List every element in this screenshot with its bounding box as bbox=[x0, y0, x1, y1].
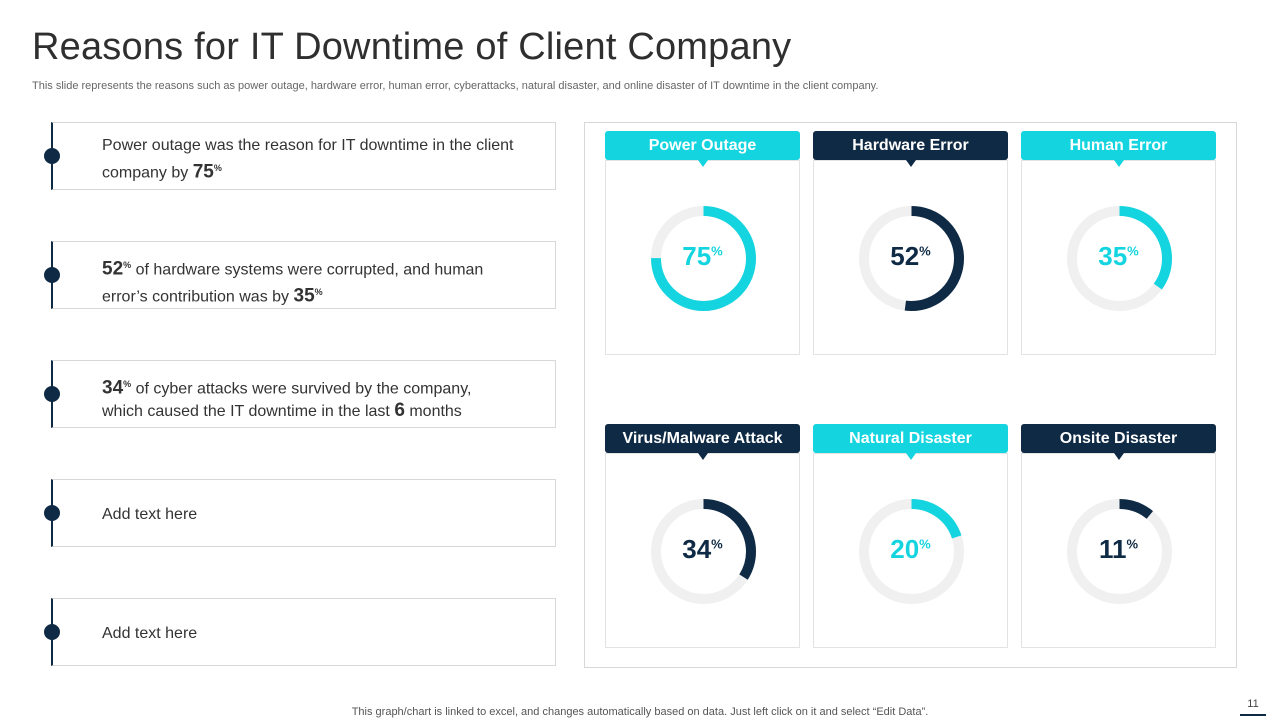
donut-title: Hardware Error bbox=[813, 131, 1008, 167]
text-item-1: Power outage was the reason for IT downt… bbox=[44, 122, 556, 190]
donut-arc bbox=[859, 206, 964, 311]
donut-chart bbox=[1067, 206, 1172, 311]
text-item-4: Add text here bbox=[44, 479, 556, 547]
chart-panel: Power Outage 75% Hardware Error 52% Huma… bbox=[584, 122, 1237, 668]
page-title: Reasons for IT Downtime of Client Compan… bbox=[32, 26, 792, 68]
highlight-number: 35 bbox=[293, 285, 315, 307]
bullet-dot bbox=[44, 148, 60, 164]
donut-title: Power Outage bbox=[605, 131, 800, 167]
page-number: 11 bbox=[1247, 698, 1259, 710]
donut-arc bbox=[1067, 206, 1172, 311]
donut-value-label: 52% bbox=[890, 241, 931, 271]
bullet-dot bbox=[44, 624, 60, 640]
text-item-content: 52% of hardware systems were corrupted, … bbox=[102, 258, 484, 307]
donut-chart bbox=[1067, 499, 1172, 604]
donut-chart bbox=[859, 499, 964, 604]
donut-chart bbox=[651, 499, 756, 604]
text-item-content: 34% of cyber attacks were survived by th… bbox=[102, 377, 472, 422]
highlight-number: 34 bbox=[102, 377, 124, 399]
bullet-dot bbox=[44, 267, 60, 283]
placeholder-text: Add text here bbox=[102, 506, 198, 523]
donut-title: Onsite Disaster bbox=[1021, 424, 1216, 460]
donut-title: Natural Disaster bbox=[813, 424, 1008, 460]
donut-value-label: 75% bbox=[682, 241, 723, 271]
donut-chart bbox=[859, 206, 964, 311]
bullet-dot bbox=[44, 505, 60, 521]
donut-arc bbox=[859, 499, 964, 604]
donut-value-label: 20% bbox=[890, 534, 931, 564]
donut-value-label: 35% bbox=[1098, 241, 1139, 271]
donut-value-label: 34% bbox=[682, 534, 723, 564]
donut-card-hardware-error: Hardware Error 52% bbox=[813, 131, 1008, 355]
placeholder-text: Add text here bbox=[102, 625, 198, 642]
donut-title: Virus/Malware Attack bbox=[605, 424, 800, 460]
donut-card-onsite-disaster: Onsite Disaster 11% bbox=[1021, 424, 1216, 648]
donut-card-natural-disaster: Natural Disaster 20% bbox=[813, 424, 1008, 648]
donut-card-virus-malware: Virus/Malware Attack 34% bbox=[605, 424, 800, 648]
text-item-content: Power outage was the reason for IT downt… bbox=[102, 137, 514, 183]
text-item-3: 34% of cyber attacks were survived by th… bbox=[44, 360, 556, 428]
donut-arc bbox=[651, 206, 756, 311]
highlight-number: 75 bbox=[192, 161, 214, 183]
text-item-2: 52% of hardware systems were corrupted, … bbox=[44, 241, 556, 309]
page-number-underline bbox=[1240, 714, 1266, 716]
donut-arc bbox=[651, 499, 756, 604]
text-item-5: Add text here bbox=[44, 598, 556, 666]
bullet-dot bbox=[44, 386, 60, 402]
highlight-number: 52 bbox=[102, 258, 124, 280]
donut-arc bbox=[1067, 499, 1172, 604]
page-subtitle: This slide represents the reasons such a… bbox=[32, 80, 879, 92]
footer-note: This graph/chart is linked to excel, and… bbox=[351, 706, 929, 718]
donut-chart bbox=[651, 206, 756, 311]
donut-title: Human Error bbox=[1021, 131, 1216, 167]
donut-value-label: 11% bbox=[1098, 534, 1139, 564]
donut-card-power-outage: Power Outage 75% bbox=[605, 131, 800, 355]
donut-card-human-error: Human Error 35% bbox=[1021, 131, 1216, 355]
highlight-number: 6 bbox=[394, 400, 405, 422]
